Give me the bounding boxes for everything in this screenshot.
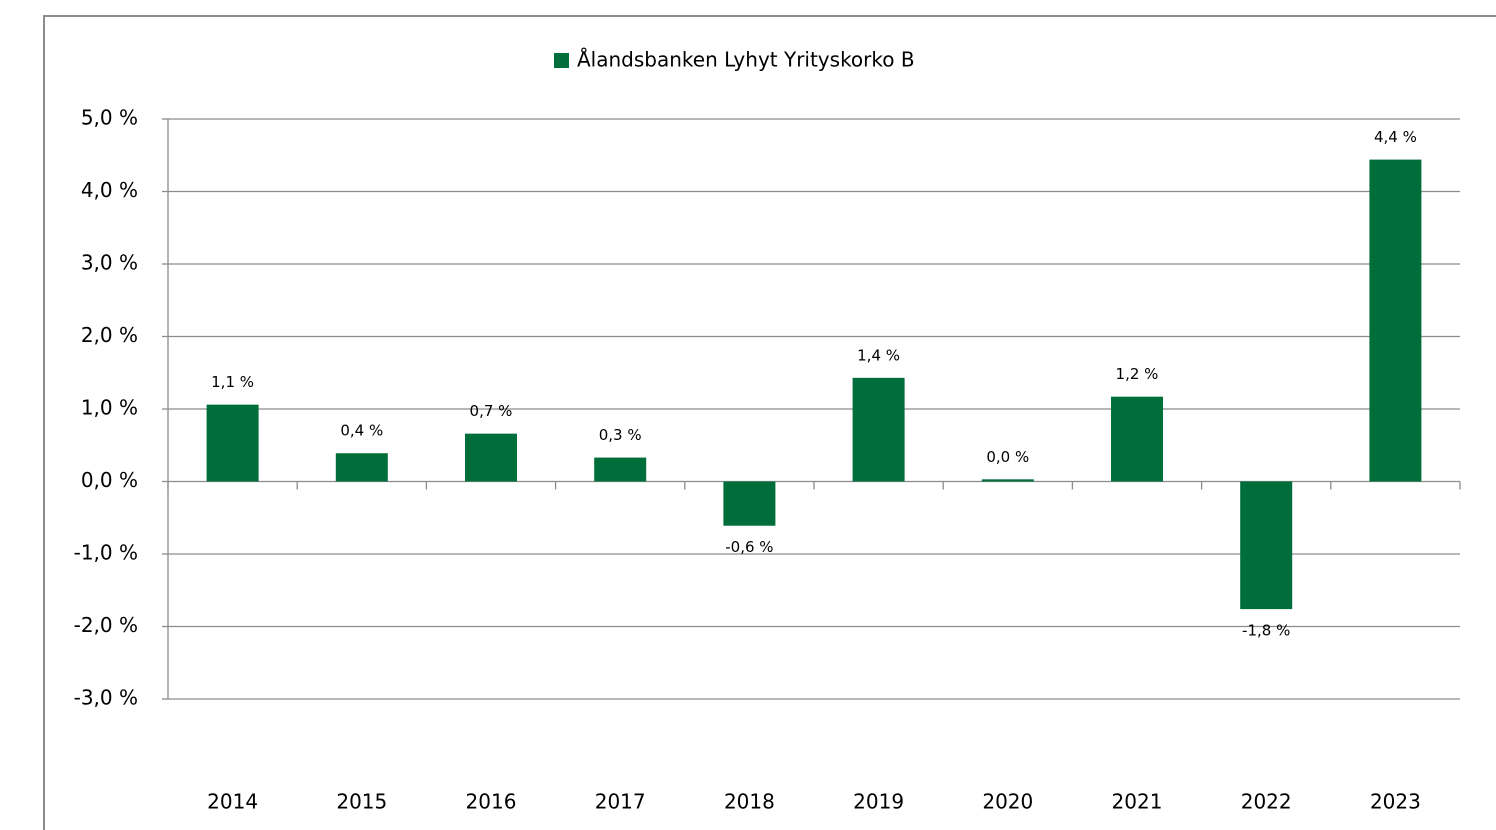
data-label: -0,6 %	[725, 538, 773, 556]
bar	[852, 377, 905, 482]
bar	[1369, 159, 1422, 482]
x-tick-label: 2018	[724, 790, 775, 814]
y-tick-label: 5,0 %	[81, 106, 138, 130]
data-label: -1,8 %	[1242, 622, 1290, 640]
bar	[1240, 481, 1293, 610]
x-tick-label: 2020	[982, 790, 1033, 814]
bar	[1111, 396, 1163, 482]
bar	[206, 404, 259, 482]
data-label: 0,4 %	[340, 422, 383, 440]
y-tick-label: 4,0 %	[81, 178, 138, 202]
bar	[981, 479, 1034, 482]
bar	[594, 457, 647, 482]
y-tick-label: -3,0 %	[74, 686, 138, 710]
data-label: 1,2 %	[1116, 365, 1159, 383]
y-tick-label: 0,0 %	[81, 468, 138, 492]
y-tick-label: 1,0 %	[81, 396, 138, 420]
x-tick-label: 2017	[595, 790, 646, 814]
bar	[723, 481, 776, 526]
x-tick-label: 2019	[853, 790, 904, 814]
legend-label: Ålandsbanken Lyhyt Yrityskorko B	[577, 48, 915, 72]
data-label: 4,4 %	[1374, 128, 1417, 146]
data-label: 1,1 %	[211, 373, 254, 391]
y-tick-label: -1,0 %	[74, 541, 138, 565]
x-tick-label: 2014	[207, 790, 258, 814]
y-tick-label: 2,0 %	[81, 323, 138, 347]
x-tick-label: 2016	[466, 790, 517, 814]
x-tick-label: 2023	[1370, 790, 1421, 814]
bar	[335, 453, 388, 482]
data-label: 1,4 %	[857, 346, 900, 364]
chart-frame	[43, 15, 1496, 830]
x-tick-label: 2022	[1241, 790, 1292, 814]
y-tick-label: 3,0 %	[81, 251, 138, 275]
y-tick-label: -2,0 %	[74, 613, 138, 637]
data-label: 0,3 %	[599, 426, 642, 444]
x-tick-label: 2015	[336, 790, 387, 814]
data-label: 0,7 %	[470, 402, 513, 420]
legend-swatch	[554, 53, 569, 68]
x-tick-label: 2021	[1112, 790, 1163, 814]
data-label: 0,0 %	[986, 448, 1029, 466]
bar	[465, 433, 517, 482]
